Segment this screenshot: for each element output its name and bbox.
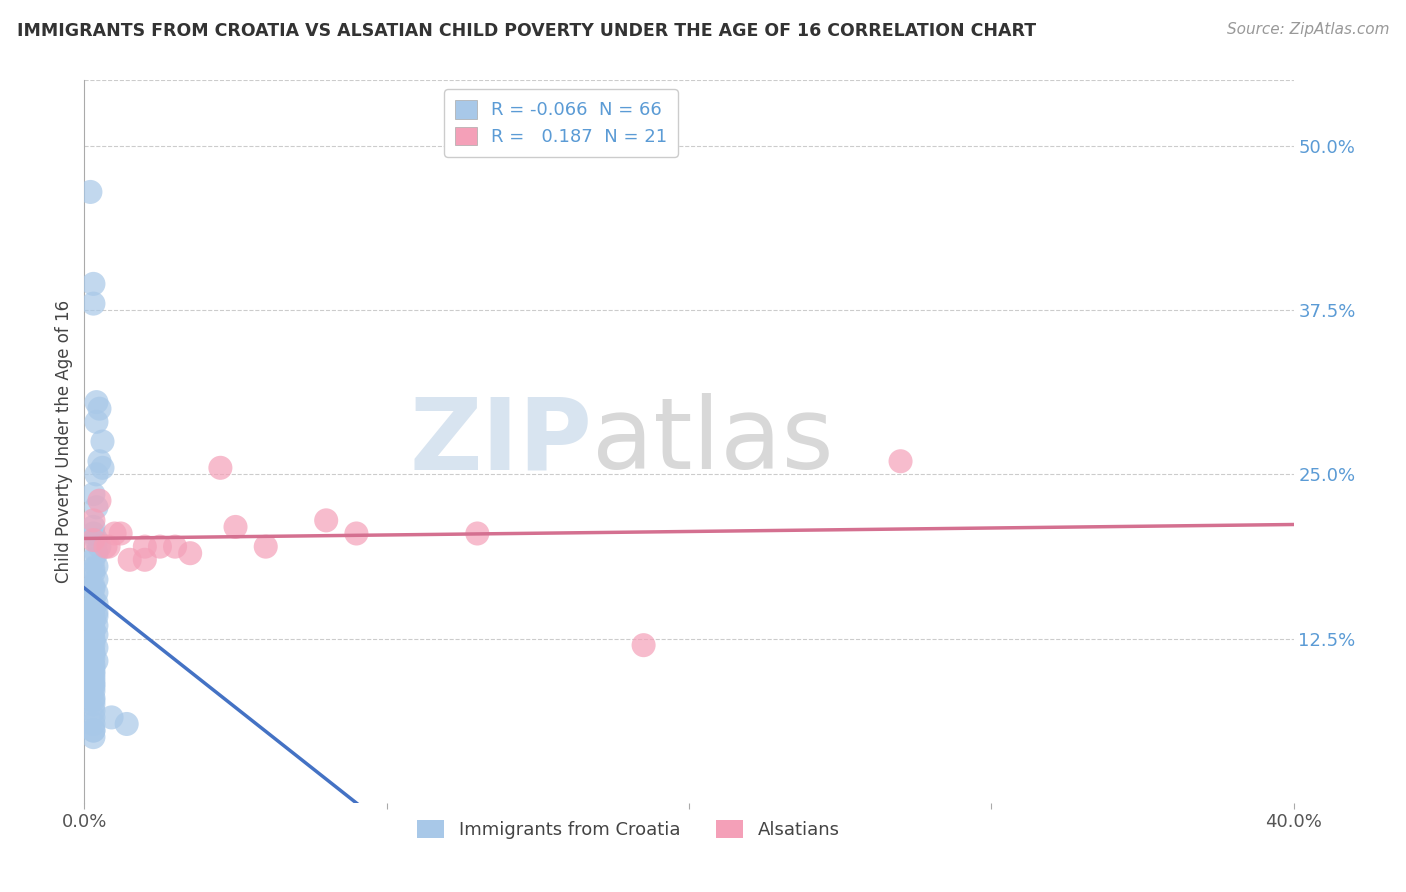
Point	[91, 460, 114, 475]
Point	[86, 559, 108, 574]
Point	[94, 540, 117, 554]
Point	[82, 717, 104, 731]
Point	[82, 677, 104, 691]
Point	[165, 540, 187, 554]
Point	[82, 582, 104, 596]
Point	[633, 638, 655, 652]
Point	[315, 513, 337, 527]
Point	[86, 533, 108, 547]
Point	[110, 526, 132, 541]
Point	[82, 520, 104, 534]
Point	[82, 638, 104, 652]
Point	[82, 665, 104, 679]
Point	[82, 660, 104, 674]
Point	[89, 493, 111, 508]
Point	[86, 605, 108, 619]
Point	[82, 533, 104, 547]
Point	[82, 566, 104, 580]
Point	[82, 296, 104, 310]
Text: ZIP: ZIP	[409, 393, 592, 490]
Point	[82, 645, 104, 659]
Point	[118, 553, 141, 567]
Legend: Immigrants from Croatia, Alsatians: Immigrants from Croatia, Alsatians	[408, 811, 849, 848]
Point	[82, 601, 104, 615]
Point	[225, 520, 247, 534]
Text: IMMIGRANTS FROM CROATIA VS ALSATIAN CHILD POVERTY UNDER THE AGE OF 16 CORRELATIO: IMMIGRANTS FROM CROATIA VS ALSATIAN CHIL…	[17, 22, 1036, 40]
Point	[86, 627, 108, 641]
Point	[82, 704, 104, 718]
Text: Source: ZipAtlas.com: Source: ZipAtlas.com	[1226, 22, 1389, 37]
Point	[86, 395, 108, 409]
Point	[82, 553, 104, 567]
Point	[134, 540, 156, 554]
Point	[82, 680, 104, 694]
Point	[82, 730, 104, 744]
Point	[149, 540, 172, 554]
Point	[86, 640, 108, 655]
Point	[82, 690, 104, 705]
Point	[82, 621, 104, 635]
Point	[82, 698, 104, 712]
Point	[179, 546, 201, 560]
Point	[346, 526, 368, 541]
Point	[82, 667, 104, 681]
Point	[82, 684, 104, 698]
Point	[82, 632, 104, 646]
Point	[82, 651, 104, 665]
Point	[86, 609, 108, 624]
Point	[86, 500, 108, 515]
Point	[82, 277, 104, 291]
Point	[82, 562, 104, 576]
Y-axis label: Child Poverty Under the Age of 16: Child Poverty Under the Age of 16	[55, 300, 73, 583]
Point	[134, 553, 156, 567]
Point	[82, 607, 104, 622]
Point	[82, 487, 104, 501]
Point	[82, 693, 104, 707]
Point	[79, 185, 101, 199]
Point	[86, 573, 108, 587]
Point	[209, 460, 232, 475]
Point	[97, 540, 120, 554]
Point	[82, 615, 104, 629]
Point	[82, 634, 104, 648]
Point	[104, 526, 127, 541]
Point	[86, 585, 108, 599]
Point	[82, 675, 104, 690]
Point	[89, 401, 111, 416]
Point	[82, 671, 104, 685]
Point	[89, 540, 111, 554]
Point	[82, 513, 104, 527]
Point	[89, 454, 111, 468]
Point	[115, 717, 138, 731]
Point	[82, 592, 104, 607]
Point	[82, 648, 104, 662]
Point	[91, 434, 114, 449]
Point	[86, 467, 108, 482]
Point	[82, 723, 104, 738]
Point	[82, 723, 104, 738]
Point	[254, 540, 277, 554]
Point	[82, 710, 104, 724]
Point	[82, 599, 104, 613]
Text: atlas: atlas	[592, 393, 834, 490]
Point	[82, 625, 104, 640]
Point	[890, 454, 912, 468]
Point	[467, 526, 489, 541]
Point	[86, 596, 108, 610]
Point	[82, 612, 104, 626]
Point	[86, 415, 108, 429]
Point	[82, 579, 104, 593]
Point	[86, 546, 108, 560]
Point	[82, 657, 104, 672]
Point	[100, 710, 122, 724]
Point	[82, 526, 104, 541]
Point	[86, 654, 108, 668]
Point	[86, 618, 108, 632]
